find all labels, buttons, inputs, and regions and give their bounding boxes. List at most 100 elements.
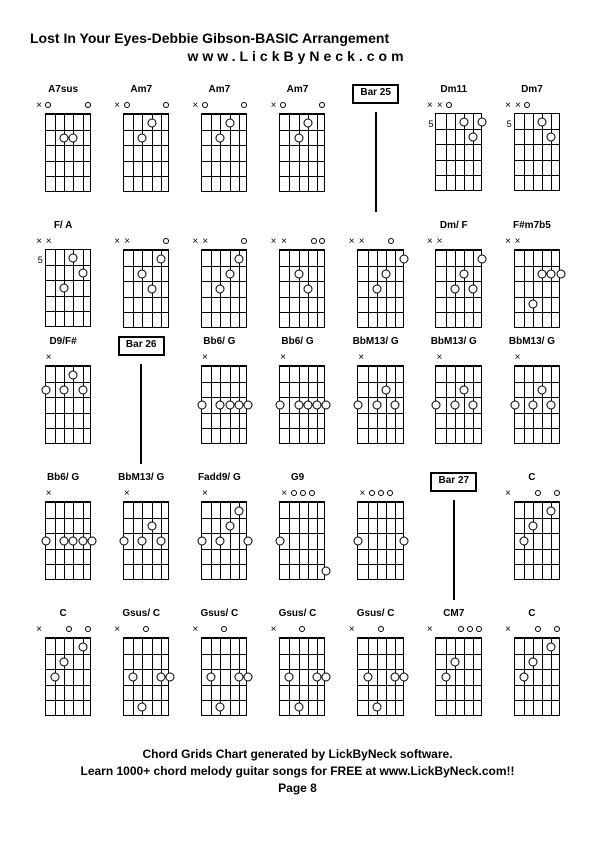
chord-label: BbM13/ G (118, 472, 164, 486)
blank-marker (64, 102, 72, 110)
chord-diagram (348, 490, 404, 580)
finger-dot (60, 657, 69, 666)
blank-marker (230, 354, 238, 362)
chord-cell (343, 472, 409, 600)
fret-line (124, 281, 168, 282)
chord-cell: Bb6/ G (264, 336, 330, 464)
chord-label: Fadd9/ G (198, 472, 241, 486)
blank-marker (132, 490, 140, 498)
string-line (455, 114, 456, 190)
chord-cell: Dm/ F (421, 220, 487, 328)
fret-line (280, 428, 324, 429)
fret-wrapper (191, 501, 247, 580)
string-line (551, 114, 552, 190)
finger-dot (538, 269, 547, 278)
chord-label: Dm7 (521, 84, 543, 98)
fret-line (515, 549, 559, 550)
mute-marker (435, 354, 443, 362)
mute-marker (504, 102, 512, 110)
mute-marker (280, 490, 288, 498)
fret-number: 5 (426, 119, 434, 129)
fret-line (202, 654, 246, 655)
fretboard (357, 365, 403, 444)
string-line (299, 115, 300, 191)
string-line (55, 115, 56, 191)
fret-wrapper (504, 365, 560, 444)
chord-diagram (191, 238, 247, 328)
chord-label: Gsus/ C (200, 608, 238, 622)
chord-label: F/ A (54, 220, 73, 234)
blank-marker (455, 238, 463, 246)
string-line (211, 503, 212, 579)
fret-line (46, 382, 90, 383)
chord-diagram (426, 626, 482, 716)
fret-line (46, 296, 90, 297)
fret-line (124, 518, 168, 519)
fret-wrapper: 5 (504, 113, 560, 191)
fret-line (358, 382, 402, 383)
finger-dot (294, 401, 303, 410)
string-markers (191, 626, 247, 636)
page-title: Lost In Your Eyes-Debbie Gibson-BASIC Ar… (30, 30, 565, 46)
blank-marker (454, 102, 462, 110)
mute-marker (191, 238, 199, 246)
bar-line (140, 364, 142, 464)
bar-label: Bar 27 (430, 472, 477, 492)
fret-line (280, 669, 324, 670)
blank-marker (133, 238, 141, 246)
fret-wrapper (113, 637, 169, 716)
chord-diagram (269, 238, 325, 328)
chord-label: C (528, 472, 535, 486)
open-marker (124, 102, 130, 108)
fretboard (435, 249, 481, 328)
finger-dot (41, 537, 50, 546)
fretboard (514, 249, 560, 328)
mute-marker (504, 626, 512, 634)
fret-line (515, 397, 559, 398)
fretboard (123, 637, 169, 716)
blank-marker (64, 354, 72, 362)
string-markers (191, 102, 247, 112)
fret-line (358, 312, 402, 313)
finger-dot (147, 285, 156, 294)
chord-diagram (35, 490, 91, 580)
finger-dot (138, 537, 147, 546)
fret-line (202, 281, 246, 282)
blank-marker (211, 626, 219, 634)
fret-line (202, 161, 246, 162)
fret-line (202, 549, 246, 550)
footer-line-2: Learn 1000+ chord melody guitar songs fo… (30, 763, 565, 780)
string-markers (35, 102, 91, 112)
chord-diagram (113, 102, 169, 192)
fret-line (358, 397, 402, 398)
string-line (211, 251, 212, 327)
blank-marker (83, 354, 91, 362)
fret-wrapper (191, 365, 247, 444)
fret-line (358, 549, 402, 550)
blank-marker (447, 626, 455, 634)
string-line (368, 367, 369, 443)
fret-line (436, 669, 480, 670)
open-marker (241, 102, 247, 108)
mute-marker (201, 354, 209, 362)
string-line (464, 251, 465, 327)
fret-line (46, 685, 90, 686)
finger-dot (400, 673, 409, 682)
mute-marker (269, 626, 277, 634)
finger-dot (391, 673, 400, 682)
bar-separator: Bar 25 (343, 84, 409, 212)
bar-line (375, 112, 377, 212)
open-marker (45, 102, 51, 108)
string-line (377, 503, 378, 579)
blank-marker (289, 626, 297, 634)
fret-line (358, 518, 402, 519)
blank-marker (358, 626, 366, 634)
finger-dot (234, 506, 243, 515)
mute-marker (426, 102, 434, 110)
finger-dot (529, 300, 538, 309)
fret-wrapper (35, 637, 91, 716)
finger-dot (294, 269, 303, 278)
blank-marker (123, 626, 131, 634)
chord-cell: G9 (264, 472, 330, 600)
open-marker (378, 490, 384, 496)
